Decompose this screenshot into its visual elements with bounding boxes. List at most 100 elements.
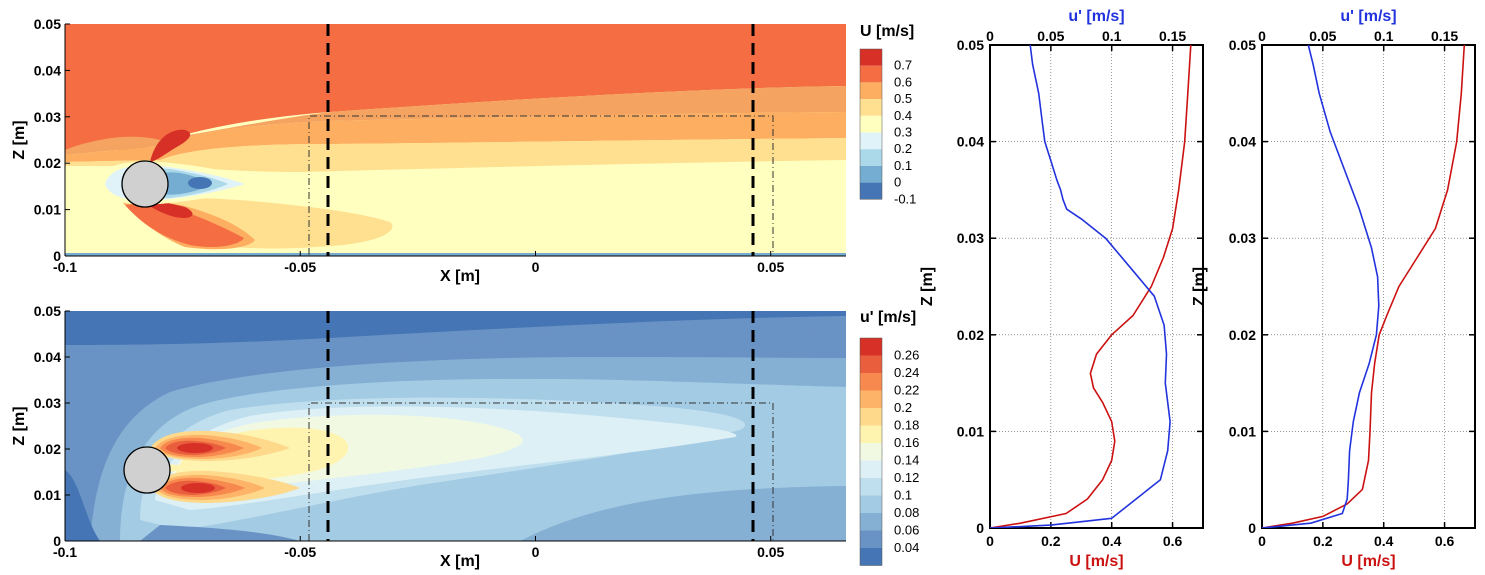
y-tick-label: 0.01 (34, 202, 61, 218)
legend-level-label: 0.4 (894, 108, 912, 123)
y-tick-label: 0.05 (957, 37, 984, 53)
legend-swatch (860, 82, 882, 100)
contour-panel-fluctuation: -0.1 -0.05 0 0.05 0 0.01 0.02 0.03 0.04 0.05 X [m… (11, 303, 846, 570)
legend-swatch (860, 165, 882, 183)
legend-level-label: 0.26 (894, 348, 919, 363)
legend-level-label: 0.18 (894, 418, 919, 433)
y-tick-label: 0.01 (34, 487, 61, 503)
legend-level-label: 0.06 (894, 523, 919, 538)
bottom-axis-label: U [m/s] (1341, 553, 1395, 570)
bottom-tick-label: 0.4 (1374, 533, 1394, 549)
legend-level-label: 0.2 (894, 400, 912, 415)
legend-level-label: 0.04 (894, 540, 919, 555)
contour-panel-mean-velocity: -0.1 -0.05 0 0.05 0 0.01 0.02 0.03 0.04 0.05 X [m… (11, 16, 846, 285)
legend-level-label: 0.1 (894, 488, 912, 503)
legend-swatch (860, 99, 882, 116)
y-tick-label: 0.02 (957, 327, 984, 343)
top-axis-label: u' [m/s] (1068, 8, 1124, 25)
y-tick-label: 0.05 (34, 303, 61, 319)
legend-swatch (860, 443, 882, 461)
legend-swatch (860, 425, 882, 443)
top-y-axis-label: Z [m] (11, 120, 28, 159)
y-tick-label: 0 (976, 520, 984, 536)
legend-level-label: -0.1 (894, 191, 916, 206)
legend-swatch (860, 478, 882, 496)
bottom-axis-label: U [m/s] (1069, 553, 1123, 570)
x-tick-label: 0.05 (757, 259, 784, 275)
y-tick-label: 0.05 (34, 16, 61, 32)
top-tick-label: 0.05 (1309, 28, 1336, 44)
measurement-box-2 (308, 402, 774, 541)
legend-swatch (860, 460, 882, 478)
y-tick-label: 0.01 (957, 423, 984, 439)
legend-swatch (860, 338, 882, 356)
legend-level-label: 0.08 (894, 505, 919, 520)
bottom-tick-label: 0 (1258, 533, 1266, 549)
legend-level-label: 0.6 (894, 74, 912, 89)
y-tick-label: 0.01 (1229, 423, 1256, 439)
legend-swatch (860, 355, 882, 373)
y-tick-label: 0 (1248, 520, 1256, 536)
legend-swatch (860, 373, 882, 391)
top-tick-label: 0.1 (1102, 28, 1122, 44)
measurement-box (308, 115, 774, 255)
x-tick-label: -0.1 (53, 259, 77, 275)
legend-swatch (860, 149, 882, 166)
legend-level-label: 0.14 (894, 453, 919, 468)
legend-title-u: U [m/s] (860, 23, 914, 40)
y-tick-label: 0.03 (957, 230, 984, 246)
mean-velocity-curve (1262, 45, 1466, 528)
x-tick-label: -0.05 (284, 544, 316, 560)
legend-swatch (860, 115, 882, 133)
bottom-tick-label: 0.4 (1102, 533, 1122, 549)
top-axis-label: u' [m/s] (1340, 8, 1396, 25)
bottom-tick-label: 0 (986, 533, 994, 549)
legend-level-label: 0.1 (894, 158, 912, 173)
top-x-axis-label: X [m] (440, 268, 480, 285)
legend-level-label: 0.2 (894, 141, 912, 156)
fluctuation-curve (990, 45, 1171, 528)
y-tick-label: 0.03 (1229, 230, 1256, 246)
legend-mean-velocity: U [m/s] 0.70.6 0.5 0.4 0.30.2 0.1 0-0.1 (859, 23, 916, 206)
cylinder-body-2 (123, 446, 171, 494)
legend-swatch (860, 513, 882, 531)
y-axis-label: Z [m] (919, 267, 936, 306)
bottom-tick-label: 0.2 (1041, 533, 1061, 549)
top-tick-label: 0.05 (1037, 28, 1064, 44)
x-tick-label: 0 (532, 544, 540, 560)
legend-level-label: 0.24 (894, 365, 919, 380)
legend-title-uprime: u' [m/s] (860, 309, 916, 326)
legend-level-label: 0.3 (894, 125, 912, 140)
legend-swatch (860, 390, 882, 408)
y-axis-label: Z [m] (1191, 267, 1208, 306)
mean-velocity-curve (990, 45, 1192, 528)
y-tick-label: 0 (53, 533, 61, 549)
y-tick-label: 0.04 (957, 134, 984, 150)
cylinder-body (121, 160, 169, 208)
top-tick-label: 0 (1258, 28, 1266, 44)
y-tick-label: 0.03 (34, 395, 61, 411)
legend-level-label: 0.16 (894, 435, 919, 450)
legend-level-label: 0.22 (894, 383, 919, 398)
legend-swatch (860, 182, 882, 200)
bottom-tick-label: 0.6 (1435, 533, 1455, 549)
top-tick-label: 0.1 (1374, 28, 1394, 44)
bottom-tick-label: 0.6 (1163, 533, 1183, 549)
y-tick-label: 0.04 (34, 62, 61, 78)
legend-swatch (860, 548, 882, 566)
bottom-y-axis-label: Z [m] (11, 406, 28, 445)
legend-level-label: 0.12 (894, 470, 919, 485)
bottom-tick-label: 0.2 (1313, 533, 1333, 549)
legend-swatch (860, 530, 882, 548)
top-tick-label: 0.15 (1431, 28, 1458, 44)
x-tick-label: -0.1 (53, 544, 77, 560)
legend-swatch (860, 132, 882, 150)
legend-swatch (860, 49, 882, 66)
top-tick-label: 0.15 (1159, 28, 1186, 44)
legend-swatch (860, 65, 882, 83)
legend-swatch (860, 495, 882, 513)
bottom-x-axis-label: X [m] (440, 553, 480, 570)
legend-level-label: 0.5 (894, 91, 912, 106)
legend-fluctuation: u' [m/s] 0.26 0.24 0.22 0.2 0.18 0.16 0.14 0.12… (859, 309, 919, 566)
legend-level-label: 0 (894, 175, 901, 190)
